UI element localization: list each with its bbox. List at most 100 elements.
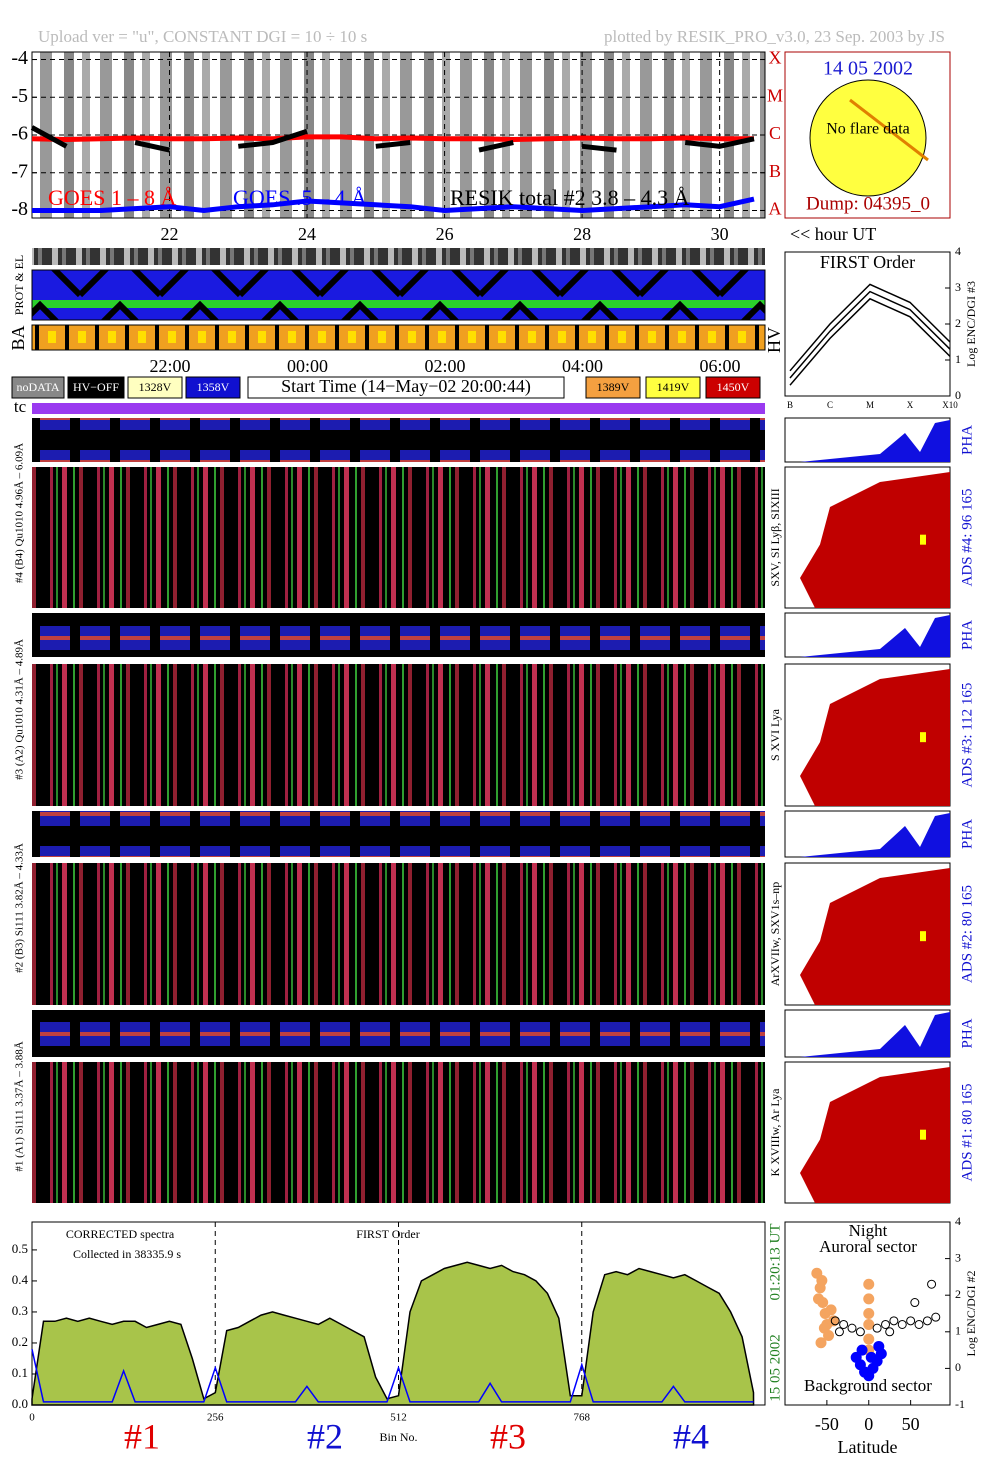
- point: [839, 1319, 849, 1329]
- pha-histogram: [800, 420, 950, 462]
- y-tick-label: 2: [955, 1287, 961, 1301]
- legend-label: Start Time (14−May−02 20:00:44): [281, 376, 531, 397]
- legend-label: noDATA: [16, 380, 59, 394]
- el-strip: [32, 248, 765, 265]
- marker: [920, 931, 926, 942]
- spectrogram: [32, 1062, 765, 1203]
- x-tick-label: B: [787, 400, 793, 410]
- y-tick-label: 3: [955, 280, 961, 294]
- sun-dump: Dump: 04395_0: [806, 193, 930, 214]
- y-tick-label: 0.5: [12, 1241, 28, 1256]
- x-tick-label: M: [866, 400, 874, 410]
- legend-box: [705, 376, 761, 399]
- legend-label: 1419V: [657, 380, 690, 394]
- point: [855, 1327, 865, 1337]
- x-axis-label: Bin No.: [379, 1430, 417, 1444]
- line: [789, 290, 951, 379]
- channel-ads: ADS #1: 80 165: [959, 1084, 975, 1182]
- point: [863, 1318, 875, 1330]
- channel-lines: K XVIIIw, Ar Lya: [768, 1088, 782, 1177]
- point: [881, 1319, 891, 1329]
- point: [834, 1327, 844, 1337]
- marker: [920, 1129, 926, 1140]
- point: [813, 1293, 825, 1305]
- channel-label: #4 (B4) Qu1010 4.96Å – 6.09Å: [14, 443, 26, 583]
- section-label: #4: [673, 1416, 709, 1456]
- point: [885, 1327, 895, 1337]
- spectrum-histogram: [800, 1067, 950, 1203]
- ba-label: BA: [8, 325, 28, 350]
- section-label: #2: [307, 1416, 343, 1456]
- legend-label: 1358V: [197, 380, 230, 394]
- time-tick-label: 06:00: [699, 356, 740, 376]
- y2-tick-label: B: [769, 161, 781, 181]
- pha-histogram: [800, 813, 950, 857]
- legend-box: [11, 376, 65, 399]
- y2-tick-label: C: [769, 123, 781, 143]
- point: [865, 1351, 877, 1363]
- y-tick-label: 0.3: [12, 1303, 28, 1318]
- point: [863, 1333, 875, 1345]
- section-label: #3: [490, 1416, 526, 1456]
- legend-box: [67, 376, 125, 399]
- sun-arrow: [849, 98, 929, 162]
- point: [828, 1315, 840, 1327]
- y-tick-label: 0.0: [12, 1396, 28, 1411]
- goes-panel: [31, 51, 766, 219]
- section-label: #1: [124, 1416, 160, 1456]
- legend-label: 1450V: [717, 380, 750, 394]
- legend-label: GOES .5 – 4 Å: [233, 185, 367, 210]
- spectrum-histogram: [800, 868, 950, 1005]
- y-tick-label: -4: [11, 47, 28, 69]
- y-tick-label: -7: [11, 160, 28, 182]
- annotation: Night: [849, 1221, 888, 1240]
- y2-tick-label: M: [767, 85, 783, 105]
- legend-box: [585, 376, 641, 399]
- annotation: Background sector: [804, 1376, 932, 1395]
- y-tick-label: -6: [11, 123, 28, 145]
- y-tick-label: 1: [955, 352, 961, 366]
- x-tick-label: 24: [298, 224, 316, 244]
- area: [31, 1261, 755, 1406]
- x-tick-label: 30: [711, 224, 729, 244]
- y-tick-label: 0.4: [12, 1272, 29, 1287]
- channel-lines: SXV, SI Lyβ, SIXIII: [768, 488, 782, 586]
- point: [910, 1298, 920, 1308]
- y-tick-label: 4: [955, 244, 961, 258]
- channel-pha: PHA: [959, 1018, 975, 1048]
- x-tick-label: 768: [574, 1412, 591, 1424]
- point: [847, 1323, 857, 1333]
- area: [31, 1349, 754, 1403]
- annotation: Collected in 38335.9 s: [73, 1247, 181, 1261]
- point: [873, 1340, 885, 1352]
- point: [914, 1319, 924, 1329]
- x-tick-label: C: [827, 400, 833, 410]
- x-tick-label: X10: [942, 400, 958, 410]
- channel-label: #1 (A1) Si111 3.37Å – 3.88Å: [14, 1041, 26, 1171]
- pha-histogram: [800, 1012, 950, 1057]
- point: [856, 1344, 868, 1356]
- time-label: 01:20:13 UT: [767, 1223, 783, 1300]
- channel-label: #2 (B3) Si111 3.82Å – 4.33Å: [14, 843, 26, 973]
- point: [889, 1316, 899, 1326]
- pha-histogram: [800, 615, 950, 657]
- legend-label: HV−OFF: [73, 380, 119, 394]
- spectrogram: [32, 863, 765, 1005]
- y-tick-label: 0: [955, 388, 961, 402]
- point: [816, 1275, 828, 1287]
- x-tick-label: -50: [815, 1414, 839, 1434]
- y-tick-label: 4: [955, 1214, 961, 1228]
- point: [897, 1319, 907, 1329]
- legend-box: [127, 376, 183, 399]
- line: [31, 134, 754, 143]
- point: [825, 1304, 837, 1316]
- tc-label: tc: [14, 397, 27, 416]
- channel-ads: ADS #3: 112 165: [959, 683, 975, 788]
- y-tick-label: 2: [955, 316, 961, 330]
- point: [863, 1308, 875, 1319]
- point: [931, 1312, 941, 1322]
- spectrum-histogram: [800, 472, 950, 608]
- y-tick-label: 0.1: [12, 1365, 28, 1380]
- point: [818, 1322, 830, 1334]
